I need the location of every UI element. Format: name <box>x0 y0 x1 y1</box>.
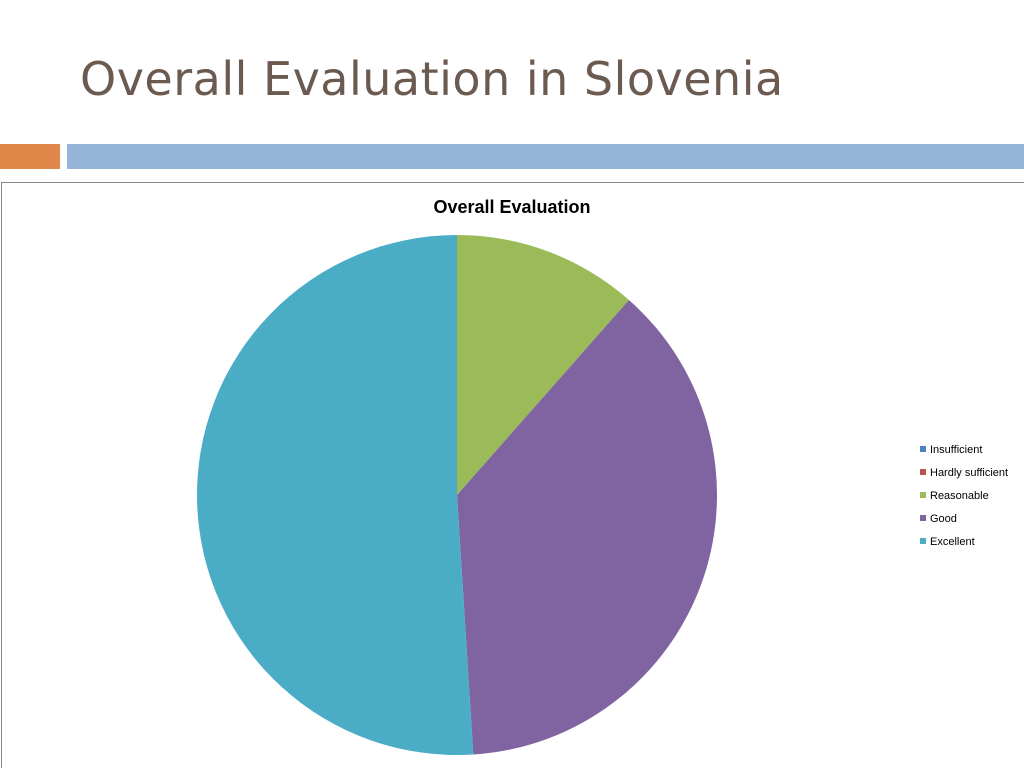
legend-swatch-reasonable <box>920 492 926 498</box>
chart-frame: Overall Evaluation Insufficient Hardly su… <box>1 182 1024 768</box>
pie-slice-reasonable <box>457 235 629 495</box>
legend-item-good: Good <box>920 513 957 525</box>
pie-slice-excellent <box>196 235 474 755</box>
accent-bar-orange <box>0 144 60 169</box>
pie-slice-good <box>457 299 717 755</box>
legend-swatch-good <box>920 515 926 521</box>
legend-item-insufficient: Insufficient <box>920 444 982 456</box>
accent-bar-blue <box>67 144 1024 169</box>
legend-swatch-excellent <box>920 538 926 544</box>
legend-item-hardly-sufficient: Hardly sufficient <box>920 467 1008 479</box>
pie-chart: Overall Evaluation Insufficient Hardly su… <box>196 197 1008 755</box>
legend-label-hardly-sufficient: Hardly sufficient <box>930 467 1008 479</box>
legend-label-reasonable: Reasonable <box>930 490 989 502</box>
legend-swatch-insufficient <box>920 446 926 452</box>
legend-item-reasonable: Reasonable <box>920 490 989 502</box>
chart-title: Overall Evaluation <box>433 197 590 217</box>
legend-label-excellent: Excellent <box>930 536 975 548</box>
legend-item-excellent: Excellent <box>920 536 975 548</box>
pie-slices <box>196 235 717 755</box>
legend-swatch-hardly-sufficient <box>920 469 926 475</box>
legend: Insufficient Hardly sufficient Reasonable G… <box>920 444 1008 548</box>
legend-label-good: Good <box>930 513 957 525</box>
slide-title: Overall Evaluation in Slovenia <box>80 52 784 106</box>
legend-label-insufficient: Insufficient <box>930 444 982 456</box>
